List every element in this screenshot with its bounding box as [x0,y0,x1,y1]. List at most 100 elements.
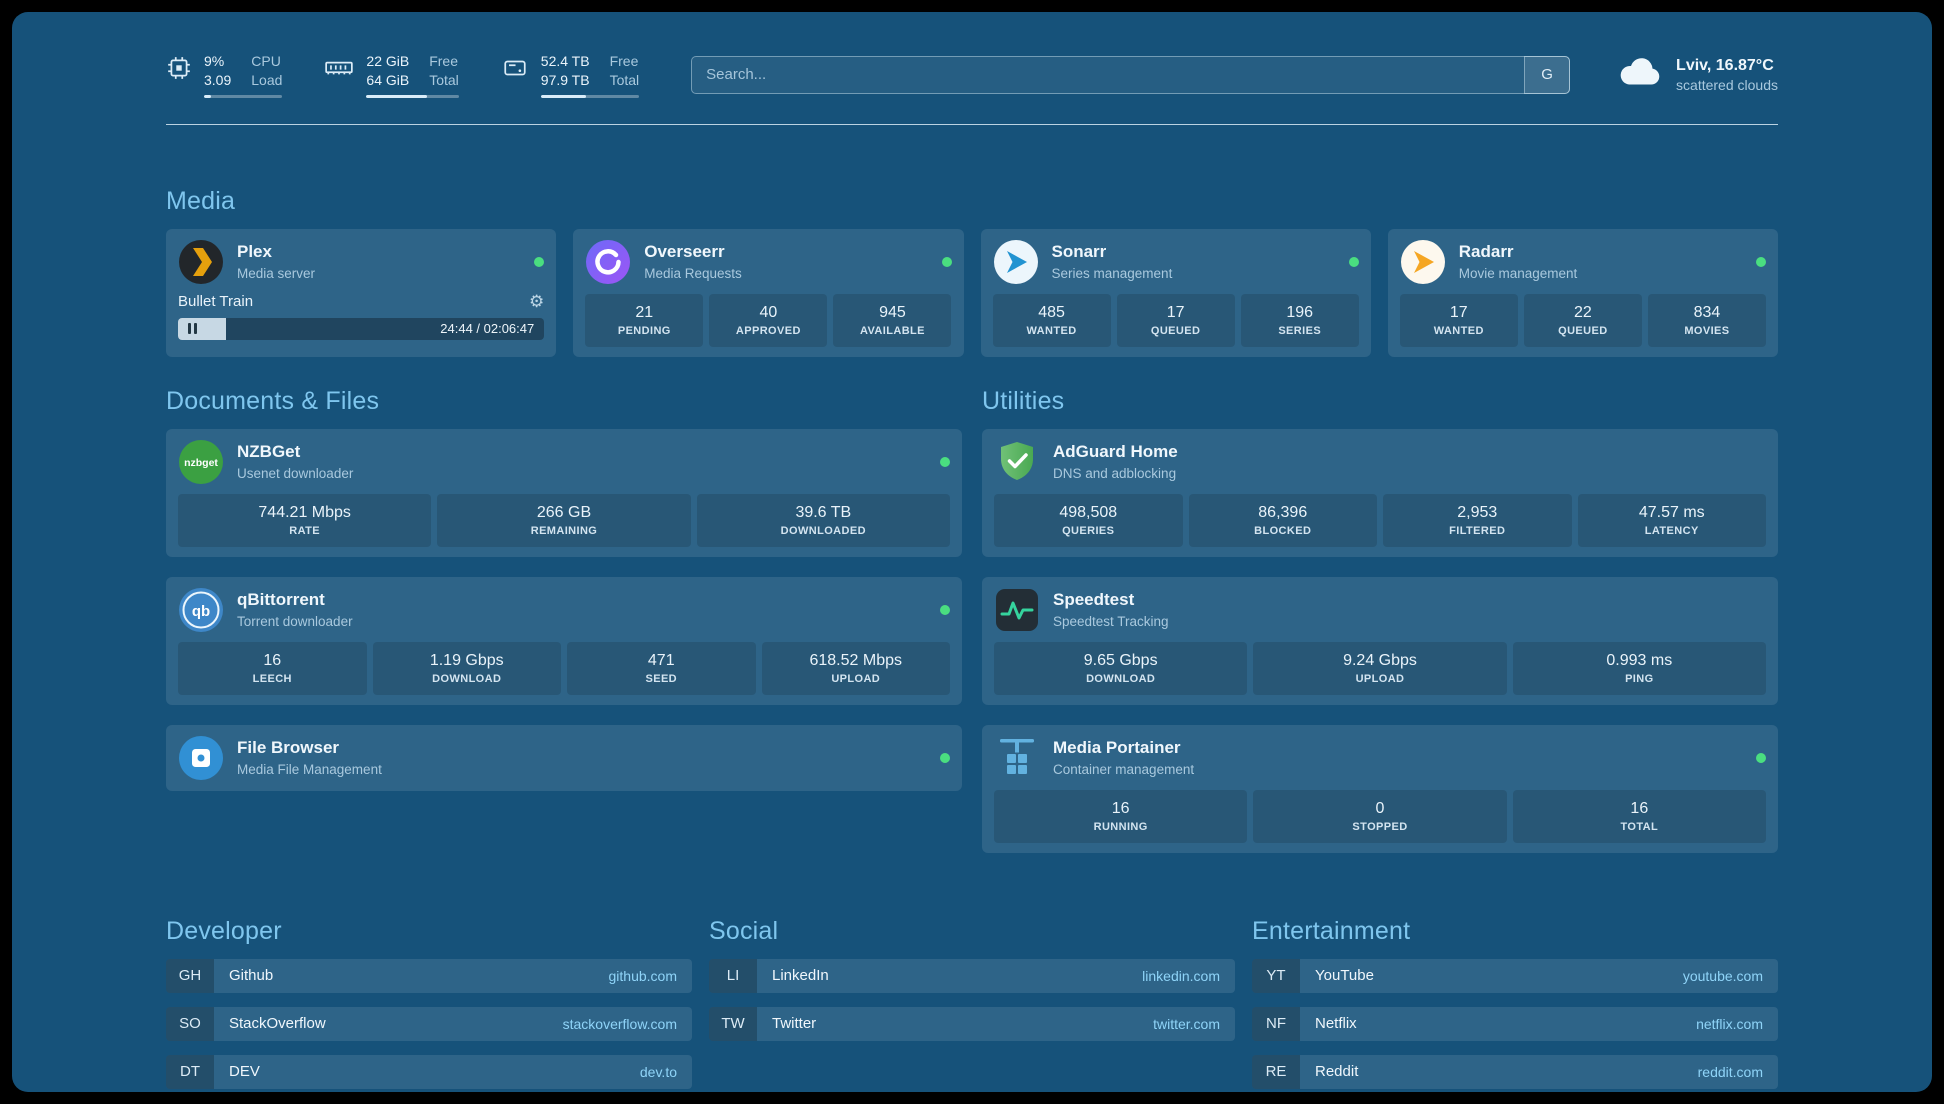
bookmark-name: YouTube [1315,967,1374,984]
card-title: Media Portainer [1053,738,1181,758]
bookmark-abbr: LI [709,958,757,993]
status-dot [940,752,950,763]
stat-seed: 471 SEED [567,641,756,695]
sonarr-card[interactable]: Sonarr Series management 485 WANTED 17 Q… [980,228,1371,357]
status-dot [940,604,950,615]
cpu-widget: 9% 3.09 CPU Load [166,52,283,98]
bookmark-stackoverflow[interactable]: SO StackOverflow stackoverflow.com [166,1006,692,1041]
memory-icon [324,55,354,86]
card-subtitle: DNS and adblocking [1053,465,1177,481]
bookmark-domain: reddit.com [1697,1063,1763,1080]
overseerr-card[interactable]: Overseerr Media Requests 21 PENDING 40 A… [573,228,964,357]
bookmark-name: Netflix [1315,1015,1357,1032]
bookmark-name: Reddit [1315,1063,1359,1080]
stat-download: 1.19 Gbps DOWNLOAD [372,641,561,695]
bookmark-netflix[interactable]: NF Netflix netflix.com [1252,1006,1778,1041]
card-title: Plex [237,242,272,262]
stat-rate: 744.21 Mbps RATE [178,493,432,547]
stat-queued: 22 QUEUED [1523,293,1642,347]
card-title: Overseerr [644,242,725,262]
bookmark-linkedin[interactable]: LI LinkedIn linkedin.com [709,958,1235,993]
plex-icon [178,239,224,285]
bookmark-name: LinkedIn [772,967,829,984]
middle-section: Documents & Files nzbget NZBGet [166,387,1778,853]
search-provider-button[interactable]: G [1524,55,1571,94]
disk-free-label: Free [609,53,639,69]
disk-usage-bar-fill [540,94,587,98]
bookmark-reddit[interactable]: RE Reddit reddit.com [1252,1054,1778,1089]
pause-icon[interactable] [188,323,197,334]
bookmark-domain: netflix.com [1696,1015,1763,1032]
weather-widget: Lviv, 16.87°C scattered clouds [1616,56,1778,94]
speedtest-card[interactable]: Speedtest Speedtest Tracking 9.65 Gbps D… [982,576,1778,705]
stat-wanted: 485 WANTED [992,293,1111,347]
memory-widget: 22 GiB 64 GiB Free Total [324,52,459,98]
memory-free-value: 22 GiB [366,53,410,69]
adguard-icon [994,439,1040,485]
bookmark-name: DEV [229,1063,260,1080]
bookmark-youtube[interactable]: YT YouTube youtube.com [1252,958,1778,993]
stat-approved: 40 APPROVED [709,293,828,347]
bookmark-abbr: GH [166,958,214,993]
cpu-usage-value: 9% [204,53,225,69]
memory-total-value: 64 GiB [366,71,410,88]
stat-pending: 21 PENDING [585,293,704,347]
media-section: Media Plex Media server [166,187,1778,357]
qbittorrent-icon: qb [178,587,224,633]
bookmark-twitter[interactable]: TW Twitter twitter.com [709,1006,1235,1041]
status-dot [940,456,950,467]
gear-icon[interactable]: ⚙ [529,291,545,311]
card-subtitle: Media server [237,265,316,281]
media-progress-bar[interactable]: 24:44 / 02:06:47 [178,317,545,340]
bookmark-abbr: YT [1252,958,1300,993]
stat-upload: 618.52 Mbps UPLOAD [761,641,950,695]
plex-card[interactable]: Plex Media server Bullet Train ⚙ 24:44 /… [166,228,557,357]
status-dot [1348,256,1359,267]
status-dot [534,256,545,267]
speedtest-icon [994,587,1040,633]
bookmark-domain: linkedin.com [1142,967,1220,984]
developer-column: Developer GH Github github.com SO StackO… [166,917,692,1093]
cpu-icon [166,55,192,86]
bookmark-name: Github [229,967,274,984]
developer-heading: Developer [166,916,282,945]
cpu-load-value: 3.09 [204,71,232,88]
stat-filtered: 2,953 FILTERED [1383,493,1572,547]
bookmark-name: Twitter [772,1015,817,1032]
bookmarks-section: Developer GH Github github.com SO StackO… [166,917,1778,1093]
qbittorrent-card[interactable]: qb qBittorrent Torrent downloader [166,576,962,705]
bookmark-dev[interactable]: DT DEV dev.to [166,1054,692,1089]
bookmark-github[interactable]: GH Github github.com [166,958,692,993]
utilities-heading: Utilities [982,386,1065,415]
nzbget-icon-label: nzbget [184,457,218,469]
card-subtitle: Media Requests [644,265,742,281]
stat-available: 945 AVAILABLE [833,293,952,347]
nzbget-card[interactable]: nzbget NZBGet Usenet downloader 74 [166,428,962,557]
card-subtitle: Torrent downloader [237,613,353,629]
stat-total: 16 TOTAL [1512,789,1766,843]
resource-widgets: 9% 3.09 CPU Load [166,52,640,98]
card-subtitle: Media File Management [237,761,382,777]
topbar-divider [166,123,1778,125]
stat-series: 196 SERIES [1240,293,1359,347]
status-dot [1756,752,1766,763]
stat-downloaded: 39.6 TB DOWNLOADED [696,493,950,547]
radarr-card[interactable]: Radarr Movie management 17 WANTED 22 QUE… [1387,228,1778,357]
portainer-card[interactable]: Media Portainer Container management 16 … [982,724,1778,853]
adguard-card[interactable]: AdGuard Home DNS and adblocking 498,508 … [982,428,1778,557]
card-title: File Browser [237,738,340,758]
stat-leech: 16 LEECH [178,641,367,695]
search-input[interactable] [691,55,1571,94]
card-subtitle: Movie management [1458,265,1578,281]
bookmark-domain: dev.to [639,1063,677,1080]
filebrowser-card[interactable]: File Browser Media File Management [166,724,962,791]
stat-stopped: 0 STOPPED [1253,789,1507,843]
overseerr-icon [585,239,631,285]
stat-upload: 9.24 Gbps UPLOAD [1253,641,1507,695]
card-title: Speedtest [1053,590,1135,610]
media-heading: Media [166,186,236,215]
bookmark-abbr: NF [1252,1006,1300,1041]
memory-free-label: Free [429,53,459,69]
sonarr-icon [993,239,1039,285]
bookmark-domain: twitter.com [1153,1015,1220,1032]
